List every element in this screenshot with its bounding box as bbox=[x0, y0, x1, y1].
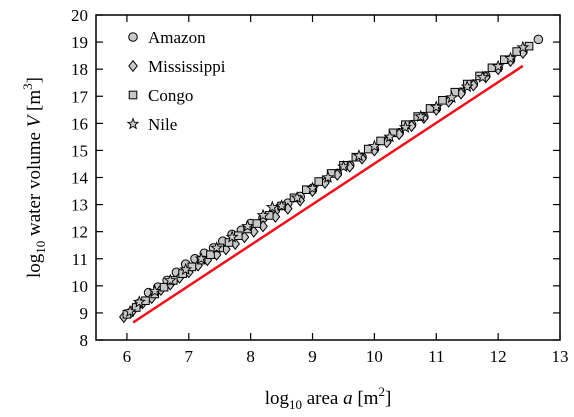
x-tick-label: 13 bbox=[552, 347, 569, 366]
data-point-nile bbox=[275, 199, 289, 212]
series-nile bbox=[123, 40, 530, 318]
legend-marker-mississippi bbox=[128, 59, 138, 73]
x-tick-label: 10 bbox=[366, 347, 383, 366]
y-tick-label: 17 bbox=[71, 87, 89, 106]
x-tick-label: 11 bbox=[428, 347, 444, 366]
legend-marker-congo bbox=[128, 90, 138, 100]
data-point-nile bbox=[445, 90, 459, 104]
data-point-nile bbox=[148, 284, 162, 297]
y-tick-label: 12 bbox=[71, 223, 88, 242]
data-point-congo bbox=[314, 177, 324, 186]
legend-label-amazon: Amazon bbox=[148, 28, 206, 47]
legend-item-nile: Nile bbox=[126, 115, 177, 134]
legend-item-mississippi: Mississippi bbox=[128, 57, 226, 76]
x-tick-label: 7 bbox=[185, 347, 194, 366]
data-point-nile bbox=[504, 51, 517, 64]
x-label-pre: log bbox=[265, 388, 290, 409]
x-tick-label: 6 bbox=[123, 347, 132, 366]
data-point-nile bbox=[163, 273, 177, 286]
data-point-amazon bbox=[533, 34, 544, 45]
y-label-var: V bbox=[24, 113, 45, 127]
x-label-unit-post: ] bbox=[385, 388, 391, 409]
data-point-nile bbox=[290, 191, 304, 204]
data-point-nile bbox=[256, 208, 270, 221]
data-point-nile bbox=[210, 241, 224, 254]
y-label-pre: log bbox=[24, 253, 45, 278]
x-label-mid: area bbox=[302, 388, 343, 409]
data-point-nile bbox=[337, 159, 350, 173]
y-tick-label: 14 bbox=[71, 169, 89, 188]
legend-marker-nile bbox=[126, 117, 140, 130]
reference-line bbox=[132, 64, 524, 324]
y-tick-label: 10 bbox=[71, 277, 88, 296]
data-point-nile bbox=[367, 139, 381, 152]
data-point-nile bbox=[306, 181, 319, 194]
data-point-congo bbox=[224, 238, 234, 247]
data-point-nile bbox=[398, 120, 412, 133]
y-tick-label: 20 bbox=[71, 6, 88, 25]
x-tick-label: 8 bbox=[246, 347, 255, 366]
data-point-congo bbox=[131, 303, 141, 312]
data-point-nile bbox=[516, 40, 530, 53]
legend-item-congo: Congo bbox=[128, 86, 193, 105]
x-tick-label: 9 bbox=[308, 347, 317, 366]
data-point-nile bbox=[352, 149, 366, 162]
data-point-nile bbox=[460, 79, 474, 93]
y-label-sub: 10 bbox=[33, 241, 48, 254]
data-point-nile bbox=[491, 59, 505, 72]
y-label-mid: water volume bbox=[24, 127, 45, 240]
y-tick-label: 18 bbox=[71, 60, 88, 79]
x-label-sub: 10 bbox=[289, 397, 302, 412]
data-point-nile bbox=[194, 251, 208, 265]
legend-label-nile: Nile bbox=[148, 115, 177, 134]
x-label-unit-pre: [m bbox=[353, 388, 379, 409]
y-tick-label: 16 bbox=[71, 114, 88, 133]
x-tick-label: 12 bbox=[490, 347, 507, 366]
x-label-sup: 2 bbox=[378, 384, 385, 399]
legend-label-congo: Congo bbox=[148, 86, 193, 105]
legend: Amazon Mississippi Congo Nile bbox=[126, 28, 226, 134]
y-label-sup: 3 bbox=[20, 83, 35, 90]
y-label-unit-pre: [m bbox=[24, 90, 45, 116]
data-point-nile bbox=[383, 130, 397, 143]
legend-marker-amazon bbox=[128, 32, 138, 42]
data-point-nile bbox=[179, 262, 193, 276]
y-tick-label: 9 bbox=[80, 304, 89, 323]
x-label-var: a bbox=[343, 388, 353, 409]
legend-label-mississippi: Mississippi bbox=[148, 57, 226, 76]
y-label-unit-post: ] bbox=[24, 77, 45, 83]
data-point-nile bbox=[132, 295, 146, 308]
data-point-congo bbox=[206, 250, 215, 259]
data-point-congo bbox=[438, 96, 447, 105]
y-tick-label: 15 bbox=[71, 141, 88, 160]
data-point-congo bbox=[159, 282, 169, 292]
data-point-nile bbox=[123, 304, 137, 318]
data-point-nile bbox=[414, 109, 428, 123]
y-axis-label: log10 water volume V [m3] bbox=[20, 77, 48, 278]
y-tick-label: 13 bbox=[71, 196, 88, 215]
data-point-nile bbox=[429, 100, 443, 113]
y-tick-label: 8 bbox=[80, 331, 89, 350]
x-axis-ticks: 6 7 8 9 10 11 12 13 bbox=[123, 15, 569, 366]
y-tick-label: 11 bbox=[72, 250, 88, 269]
y-tick-label: 19 bbox=[71, 33, 88, 52]
series-reference-line bbox=[132, 64, 524, 324]
data-point-congo bbox=[187, 262, 197, 272]
data-point-nile bbox=[321, 170, 335, 183]
x-axis-label: log10 area a [m2] bbox=[265, 384, 392, 412]
data-point-nile bbox=[241, 219, 255, 232]
legend-item-amazon: Amazon bbox=[128, 28, 206, 47]
data-point-congo bbox=[376, 136, 385, 146]
data-point-nile bbox=[265, 200, 279, 213]
data-point-nile bbox=[225, 230, 239, 243]
data-point-congo bbox=[252, 219, 262, 228]
data-point-nile bbox=[476, 70, 490, 83]
plot-marks bbox=[119, 34, 544, 324]
y-axis-ticks: 8 9 10 11 12 13 14 15 16 17 18 19 20 bbox=[71, 6, 560, 350]
